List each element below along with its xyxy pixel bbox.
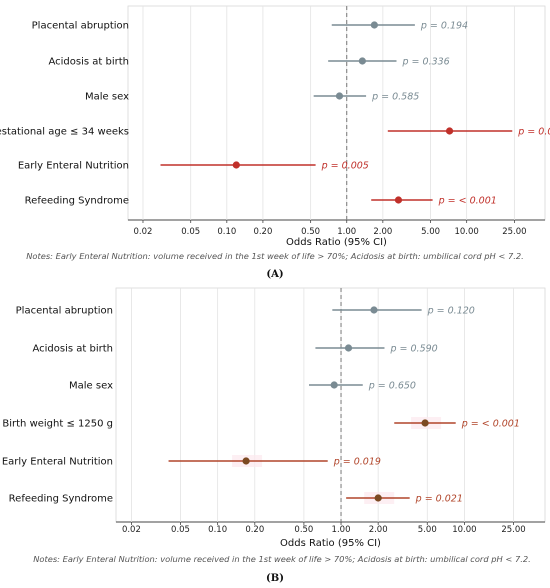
or-point (370, 21, 378, 29)
x-tick-label: 5.00 (421, 227, 440, 237)
p-value-label: p = 0.005 (321, 160, 369, 171)
p-value-label: p = 0.019 (333, 456, 381, 467)
or-point (370, 306, 378, 314)
panel-label-a: (A) (266, 269, 283, 280)
x-tick-label: 2.00 (369, 525, 388, 535)
x-axis-title: Odds Ratio (95% CI) (280, 538, 381, 549)
row-label: Placental abruption (32, 21, 129, 32)
x-axis-title: Odds Ratio (95% CI) (286, 237, 387, 248)
or-point (344, 344, 353, 352)
x-tick-label: 0.20 (245, 525, 264, 535)
p-value-label: p = 0.194 (420, 20, 468, 31)
or-point (358, 57, 366, 65)
row-label: Early Enteral Nutrition (2, 457, 113, 468)
x-tick-label: 10.00 (452, 525, 476, 535)
x-tick-label: 0.50 (301, 227, 320, 237)
p-value-label: p = 0.650 (368, 380, 416, 391)
row-label: Gestational age ≤ 34 weeks (0, 127, 129, 138)
x-tick-label: 10.00 (454, 227, 478, 237)
x-tick-label: 0.02 (122, 525, 141, 535)
or-point (374, 494, 382, 502)
row-label: Acidosis at birth (32, 344, 113, 355)
row-label: Early Enteral Nutrition (18, 161, 129, 172)
or-point (330, 381, 338, 389)
row-label: Male sex (85, 92, 129, 103)
row-label: Birth weight ≤ 1250 g (2, 419, 113, 430)
p-value-label: p = < 0.001 (461, 418, 520, 429)
or-point (335, 92, 344, 100)
p-value-label: p = 0.336 (402, 56, 450, 67)
x-tick-label: 0.50 (294, 525, 313, 535)
x-tick-label: 1.00 (332, 525, 351, 535)
x-tick-label: 25.00 (502, 227, 526, 237)
note-b: Notes: Early Enteral Nutrition: volume r… (33, 554, 531, 564)
p-value-label: p = < 0.001 (438, 195, 497, 206)
row-label: Male sex (69, 381, 113, 392)
row-label: Placental abruption (16, 306, 113, 317)
p-value-label: p = 0.001 (517, 126, 550, 137)
row-label: Acidosis at birth (48, 57, 129, 68)
note-a: Notes: Early Enteral Nutrition: volume r… (26, 251, 524, 261)
x-tick-label: 0.20 (253, 227, 272, 237)
or-point (242, 457, 250, 465)
or-point (232, 161, 240, 169)
x-tick-label: 25.00 (501, 525, 525, 535)
p-value-label: p = 0.590 (389, 343, 437, 354)
panel-label-b: (B) (266, 573, 284, 584)
x-tick-label: 2.00 (373, 227, 392, 237)
x-tick-label: 0.02 (134, 227, 153, 237)
p-value-label: p = 0.585 (371, 91, 419, 102)
row-label: Refeeding Syndrome (9, 494, 113, 505)
x-tick-label: 0.05 (181, 227, 200, 237)
x-tick-label: 5.00 (418, 525, 437, 535)
or-point (445, 127, 454, 135)
or-point (394, 196, 403, 204)
p-value-label: p = 0.120 (427, 305, 475, 316)
forest-panel-a: 0.02 0.05 0.10 0.20 0.50 1.00 2.00 5.00 10.00 25.… (0, 5, 550, 248)
or-point (421, 419, 429, 427)
p-value-label: p = 0.021 (415, 493, 463, 504)
row-label: Refeeding Syndrome (25, 196, 129, 207)
x-tick-label: 0.05 (171, 525, 190, 535)
x-tick-label: 0.10 (217, 227, 236, 237)
x-tick-label: 1.00 (337, 227, 356, 237)
forest-panel-b: 0.02 0.05 0.10 0.20 0.50 1.00 2.00 5.00 10.00 25.… (2, 287, 546, 549)
x-tick-label: 0.10 (208, 525, 227, 535)
